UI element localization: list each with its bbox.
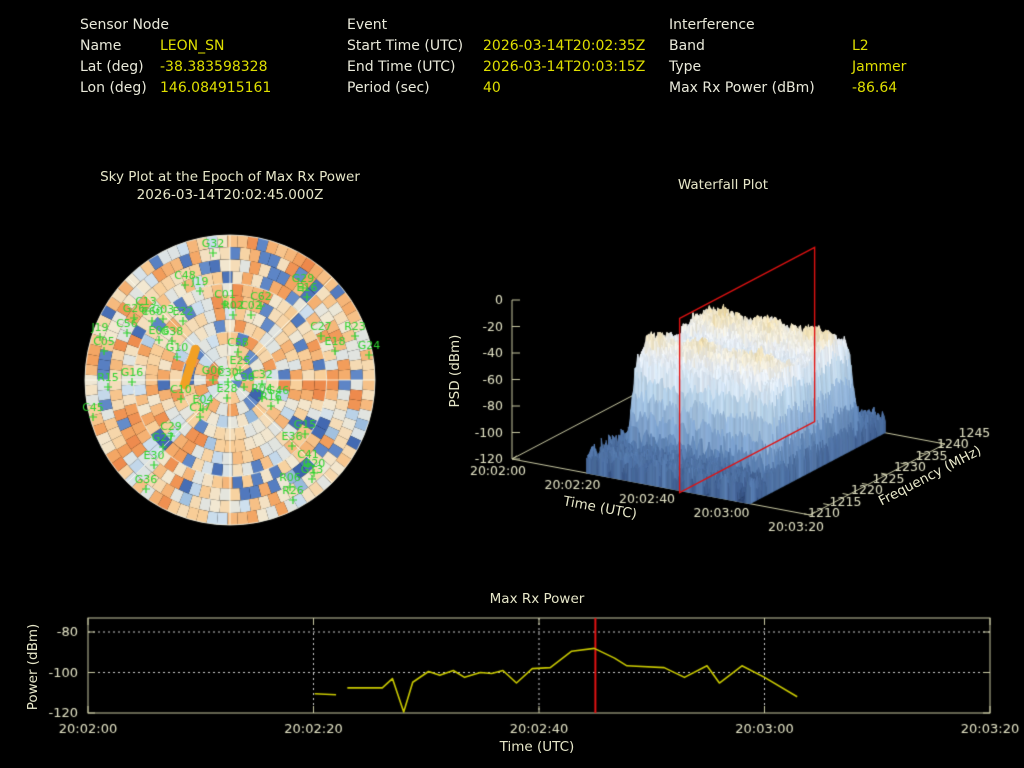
sensor-lat-label: Lat (deg) [80,59,144,75]
interference-maxrx-label: Max Rx Power (dBm) [669,80,815,96]
interference-type-value: Jammer [852,59,907,75]
event-title: Event [347,17,388,33]
interference-type-label: Type [669,59,702,75]
sensor-name-value: LEON_SN [160,38,225,54]
interference-title: Interference [669,17,755,33]
event-start-value: 2026-03-14T20:02:35Z [483,38,646,54]
power-x-axis-label: Time (UTC) [499,739,575,755]
interference-band-label: Band [669,38,705,54]
skyplot-subtitle: 2026-03-14T20:02:45.000Z [136,187,324,203]
sensor-lon-value: 146.084915161 [160,80,272,96]
power-plot-canvas [0,580,1024,768]
sensor-lat-value: -38.383598328 [160,59,268,75]
interference-maxrx-value: -86.64 [852,80,898,96]
event-period-label: Period (sec) [347,80,430,96]
sensor-name-label: Name [80,38,122,54]
event-period-value: 40 [483,80,501,96]
event-start-label: Start Time (UTC) [347,38,464,54]
skyplot-title: Sky Plot at the Epoch of Max Rx Power [100,169,360,185]
event-end-value: 2026-03-14T20:03:15Z [483,59,646,75]
sensor-lon-label: Lon (deg) [80,80,147,96]
waterfall-psd-axis-label: PSD (dBm) [447,334,463,408]
sensor-node-title: Sensor Node [80,17,169,33]
event-end-label: End Time (UTC) [347,59,456,75]
skyplot-canvas [76,230,386,530]
interference-band-value: L2 [852,38,869,54]
waterfall-canvas [440,170,1024,552]
power-y-axis-label: Power (dBm) [25,623,41,711]
